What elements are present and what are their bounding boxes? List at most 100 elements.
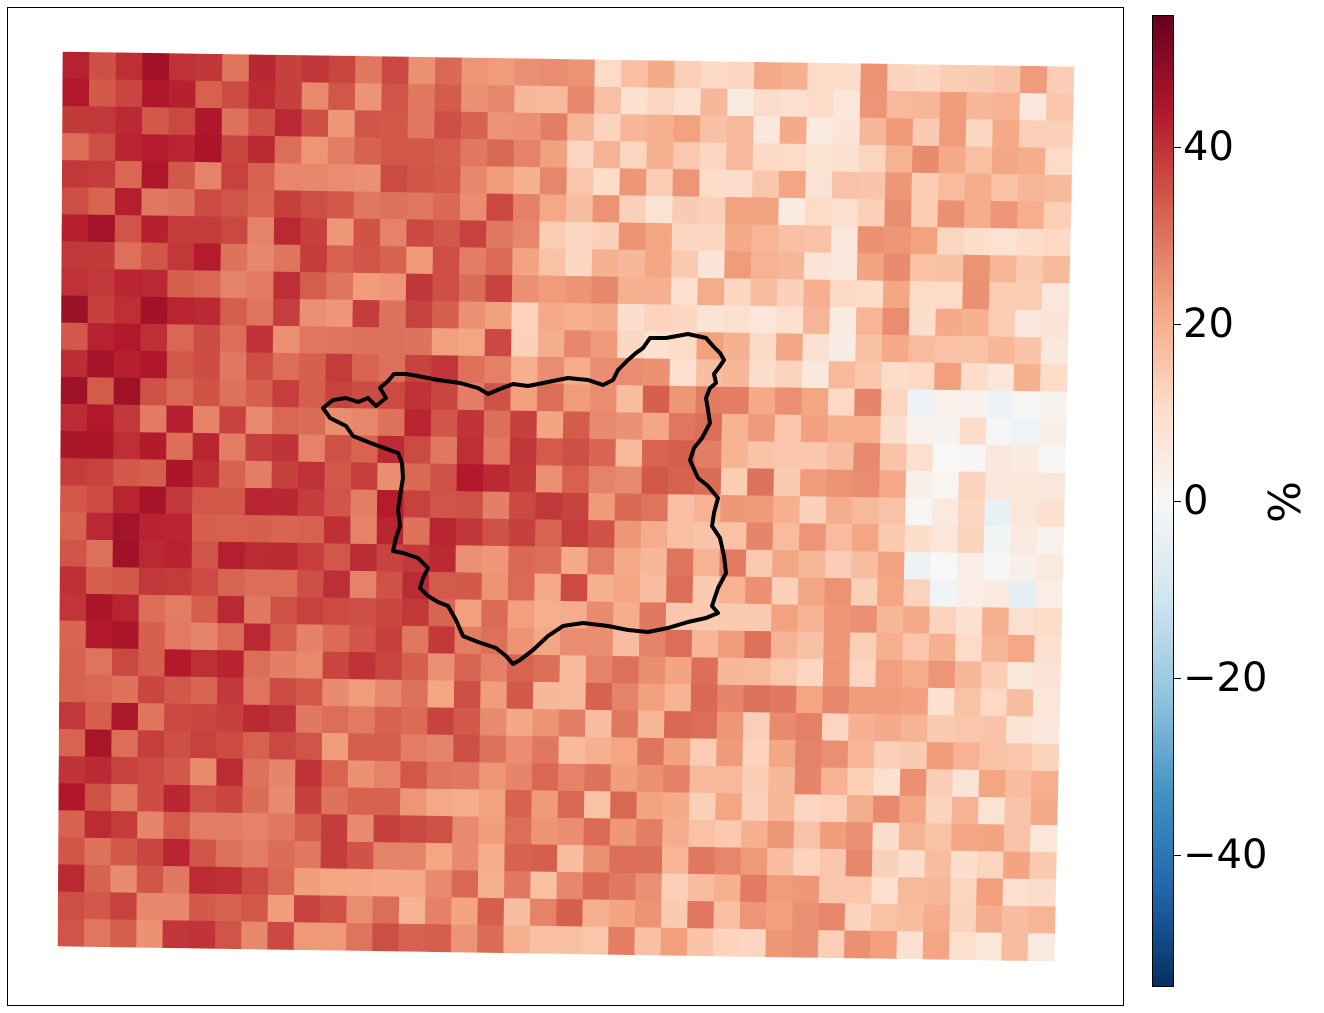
- grid-cell: [479, 735, 507, 764]
- grid-cell: [270, 542, 299, 571]
- grid-cell: [353, 245, 381, 274]
- grid-cell: [353, 218, 381, 247]
- grid-cell: [634, 900, 663, 929]
- grid-cell: [301, 82, 330, 111]
- grid-cell: [640, 520, 669, 550]
- grid-cell: [247, 216, 275, 246]
- grid-cell: [770, 658, 798, 687]
- grid-cell: [190, 649, 219, 678]
- grid-cell: [1014, 309, 1043, 338]
- grid-cell: [1045, 120, 1074, 149]
- grid-cell: [556, 898, 584, 928]
- grid-cell: [934, 362, 962, 391]
- grid-cell: [534, 573, 562, 602]
- grid-cell: [903, 551, 932, 581]
- grid-cell: [61, 241, 89, 270]
- grid-cell: [646, 114, 675, 143]
- grid-cell: [771, 577, 800, 606]
- grid-cell: [168, 107, 196, 136]
- grid-cell: [60, 458, 88, 487]
- grid-cell: [878, 497, 907, 526]
- grid-cell: [716, 738, 744, 767]
- grid-cell: [167, 297, 195, 326]
- grid-cell: [907, 389, 935, 418]
- grid-cell: [325, 353, 353, 382]
- grid-cell: [400, 706, 429, 736]
- grid-cell: [112, 621, 140, 650]
- grid-cell: [322, 624, 351, 653]
- grid-cell: [193, 351, 221, 380]
- grid-cell: [950, 850, 978, 879]
- grid-cell: [883, 253, 911, 282]
- grid-cell: [60, 403, 88, 433]
- grid-cell: [1038, 445, 1066, 474]
- grid-cell: [773, 441, 802, 470]
- grid-cell: [506, 681, 534, 710]
- grid-cell: [505, 762, 533, 791]
- grid-cell: [140, 350, 168, 380]
- grid-cell: [823, 604, 852, 634]
- grid-cell: [221, 135, 249, 164]
- grid-cell: [746, 468, 775, 497]
- grid-cell: [425, 869, 453, 899]
- grid-cell: [636, 764, 665, 793]
- grid-cell: [166, 351, 195, 380]
- grid-cell: [934, 335, 963, 364]
- grid-cell: [87, 268, 116, 297]
- grid-cell: [403, 490, 431, 519]
- grid-cell: [511, 275, 540, 304]
- grid-cell: [851, 524, 880, 553]
- grid-cell: [585, 682, 613, 711]
- grid-cell: [84, 783, 112, 812]
- grid-cell: [1012, 418, 1041, 447]
- grid-cell: [485, 247, 514, 276]
- grid-cell: [535, 465, 564, 494]
- grid-cell: [803, 252, 832, 281]
- grid-cell: [300, 244, 328, 274]
- grid-cell: [689, 738, 718, 767]
- grid-cell: [381, 83, 409, 112]
- grid-cell: [800, 441, 828, 471]
- grid-cell: [907, 362, 936, 391]
- grid-cell: [794, 739, 823, 769]
- grid-cell: [846, 794, 875, 824]
- grid-cell: [404, 408, 432, 438]
- grid-cell: [461, 57, 490, 86]
- grid-cell: [559, 655, 587, 684]
- grid-cell: [928, 660, 956, 689]
- grid-cell: [1029, 851, 1057, 881]
- grid-cell: [930, 552, 958, 581]
- grid-cell: [503, 925, 531, 954]
- grid-cell: [376, 544, 404, 573]
- grid-cell: [487, 112, 515, 141]
- grid-cell: [1032, 689, 1061, 718]
- grid-cell: [750, 251, 779, 280]
- grid-cell: [933, 389, 962, 418]
- grid-cell: [60, 349, 89, 378]
- grid-cell: [62, 78, 90, 107]
- grid-cell: [530, 844, 558, 873]
- grid-cell: [610, 791, 638, 820]
- grid-cell: [721, 440, 749, 469]
- grid-cell: [215, 866, 243, 895]
- grid-cell: [901, 660, 930, 689]
- grid-cell: [267, 921, 295, 950]
- grid-cell: [697, 277, 725, 307]
- grid-cell: [672, 196, 700, 225]
- grid-cell: [873, 741, 902, 770]
- grid-cell: [346, 868, 374, 897]
- grid-cell: [190, 730, 218, 760]
- grid-cell: [859, 90, 888, 119]
- grid-cell: [86, 485, 114, 514]
- grid-cell: [424, 896, 453, 926]
- grid-cell: [166, 378, 194, 407]
- grid-cell: [821, 740, 849, 769]
- grid-cell: [720, 494, 748, 524]
- grid-cell: [113, 404, 141, 433]
- grid-cell: [139, 486, 167, 515]
- grid-cell: [453, 707, 481, 736]
- grid-cell: [885, 145, 914, 174]
- grid-cell: [477, 897, 505, 926]
- grid-cell: [195, 107, 223, 136]
- grid-cell: [220, 297, 248, 327]
